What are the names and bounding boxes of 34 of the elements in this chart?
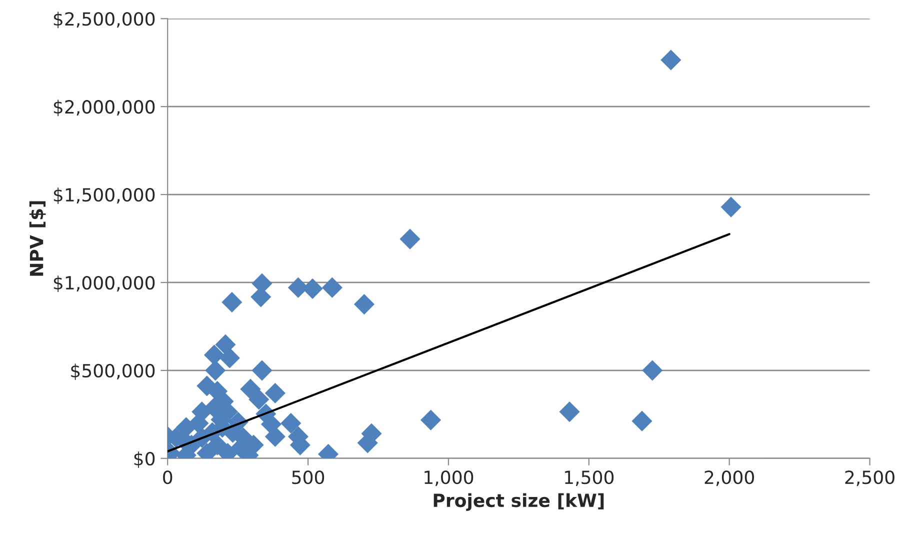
point: [204, 344, 225, 366]
y-tick-label: $1,500,000: [54, 188, 155, 204]
point: [240, 378, 261, 400]
point: [222, 292, 242, 312]
y-tick-label: $0: [134, 452, 155, 468]
point: [420, 410, 442, 430]
y-tick-label: $1,000,000: [54, 276, 155, 292]
point: [660, 50, 682, 70]
point: [720, 196, 742, 218]
x-tick-label: 2,500: [845, 470, 894, 486]
point: [632, 410, 652, 432]
point: [642, 360, 663, 381]
y-tick-label: $2,000,000: [54, 100, 155, 116]
x-tick-label: 0: [163, 470, 172, 484]
point: [264, 382, 286, 404]
point: [354, 294, 375, 315]
point: [205, 360, 226, 381]
point: [252, 360, 272, 381]
point: [207, 434, 228, 456]
y-tick-label: $500,000: [71, 364, 155, 380]
point: [219, 348, 240, 368]
x-axis-title: Project size [kW]: [434, 493, 604, 511]
point: [248, 389, 270, 410]
x-tick-label: 2,000: [704, 470, 754, 486]
point: [400, 228, 420, 250]
x-tick-label: 500: [292, 470, 324, 484]
x-tick-label: 1,000: [424, 470, 474, 486]
y-axis-title: NPV [$]: [29, 201, 46, 276]
point: [280, 412, 302, 434]
point: [322, 277, 342, 298]
y-tick-label: $2,500,000: [54, 12, 155, 28]
point: [559, 401, 580, 422]
x-tick-label: 1,500: [565, 470, 614, 486]
point: [215, 334, 236, 355]
